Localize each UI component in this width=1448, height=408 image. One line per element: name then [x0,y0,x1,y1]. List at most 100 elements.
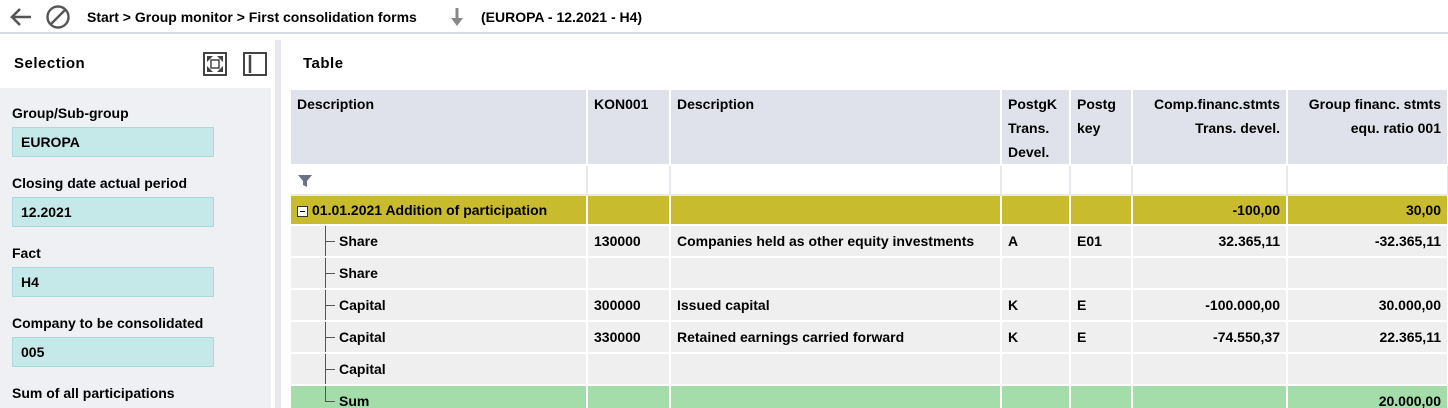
tree-cell: Capital [291,289,588,322]
table-cell: K [1001,321,1071,354]
table-title: Table [303,55,344,72]
table-cell: Issued capital [670,289,1002,322]
fact-field[interactable]: H4 [12,267,214,297]
tree-cell: Capital [291,353,588,386]
table-header-row: Description KON001 Description PostgK Tr… [291,90,1448,166]
arrow-down-icon[interactable] [449,6,465,28]
table-cell: E [1070,321,1133,354]
group-field[interactable]: EUROPA [12,127,214,157]
table-cell: 330000 [587,321,671,354]
table-row[interactable]: Capital 330000 Retained earnings carried… [291,321,1448,354]
table-cell [1070,195,1133,226]
tree-line [325,322,326,351]
table-cell [670,195,1002,226]
tree-line [325,258,326,287]
table-cell: Companies held as other equity investmen… [670,225,1002,258]
table-cell: 22.365,11 [1287,321,1448,354]
tree-line [325,305,335,306]
filter-icon[interactable] [297,173,313,189]
group-row[interactable]: 01.01.2021 Addition of participation -10… [291,195,1448,226]
table-cell: 130000 [587,225,671,258]
col-header-comp-financ[interactable]: Comp.financ.stmts Trans. devel. [1132,90,1288,166]
col-header-postg-key[interactable]: Postg key [1070,90,1133,166]
tree-line [325,241,335,242]
table-cell: 20.000,00 [1287,385,1448,408]
table-cell [1132,353,1288,386]
back-arrow-icon[interactable] [10,7,32,27]
filter-cell[interactable] [1070,165,1133,196]
col-header-description[interactable]: Description [291,90,588,166]
table-cell [587,257,671,290]
panel-splitter[interactable] [271,40,287,408]
table-cell [1132,385,1288,408]
col-header-group-financ[interactable]: Group financ. stmts equ. ratio 001 [1287,90,1448,166]
table-cell [1070,353,1133,386]
tree-line [325,369,335,370]
selection-panel: Selection Group/Sub-group EUROPA Closing… [0,40,271,408]
collapse-panel-icon[interactable] [242,51,268,77]
company-label: Company to be consolidated [12,315,204,331]
tree-line [325,337,335,338]
splitter-line[interactable] [275,40,281,408]
tree-line [325,354,326,383]
breadcrumb[interactable]: Start > Group monitor > First consolidat… [87,9,417,25]
table-cell: 30,00 [1287,195,1448,226]
table-panel: Table Description KON001 Description Pos… [287,40,1448,408]
table-cell: 30.000,00 [1287,289,1448,322]
fact-label: Fact [12,245,41,261]
tree-line [325,273,335,274]
table-cell: E [1070,289,1133,322]
col-header-postgk[interactable]: PostgK Trans. Devel. [1001,90,1071,166]
table-cell [1001,195,1071,226]
tree-cell: Share [291,257,588,290]
tree-line [325,401,335,402]
closing-date-field[interactable]: 12.2021 [12,197,214,227]
table-cell [587,385,671,408]
table-cell: 300000 [587,289,671,322]
table-row[interactable]: Capital 300000 Issued capital K E -100.0… [291,289,1448,322]
cancel-icon[interactable] [45,4,71,30]
company-field[interactable]: 005 [12,337,214,367]
table-cell: A [1001,225,1071,258]
expand-icon[interactable] [202,51,228,77]
table-cell [1287,353,1448,386]
collapse-icon[interactable] [297,205,308,217]
table-cell: -74.550,37 [1132,321,1288,354]
table-row[interactable]: Share 130000 Companies held as other equ… [291,225,1448,258]
filter-cell[interactable] [1132,165,1288,196]
table-cell: Retained earnings carried forward [670,321,1002,354]
data-table: Description KON001 Description PostgK Tr… [291,90,1448,408]
filter-cell[interactable] [1287,165,1448,196]
selection-title: Selection [14,55,86,72]
context-label: (EUROPA - 12.2021 - H4) [481,9,643,25]
sum-participations-label: Sum of all participations [12,385,175,401]
filter-cell[interactable] [670,165,1002,196]
filter-cell[interactable] [1001,165,1071,196]
table-cell [670,353,1002,386]
table-cell [670,257,1002,290]
tree-cell: Capital [291,321,588,354]
table-cell [1287,257,1448,290]
tree-line [325,226,326,255]
table-cell [587,353,671,386]
table-cell [587,195,671,226]
sum-row[interactable]: Sum 20.000,00 [291,385,1448,408]
table-cell: K [1001,289,1071,322]
table-cell [1070,385,1133,408]
col-header-description-2[interactable]: Description [670,90,1002,166]
col-header-kon001[interactable]: KON001 [587,90,671,166]
table-cell [1001,257,1071,290]
tree-line [325,290,326,319]
table-cell [1070,257,1133,290]
filter-cell[interactable] [291,165,588,196]
group-label: Group/Sub-group [12,105,129,121]
table-cell: -32.365,11 [1287,225,1448,258]
tree-cell: Share [291,225,588,258]
top-bar: Start > Group monitor > First consolidat… [0,0,1448,34]
table-cell: -100.000,00 [1132,289,1288,322]
table-row[interactable]: Capital [291,353,1448,386]
table-cell: 32.365,11 [1132,225,1288,258]
group-label-cell: 01.01.2021 Addition of participation [291,195,588,226]
table-row[interactable]: Share [291,257,1448,290]
filter-cell[interactable] [587,165,671,196]
